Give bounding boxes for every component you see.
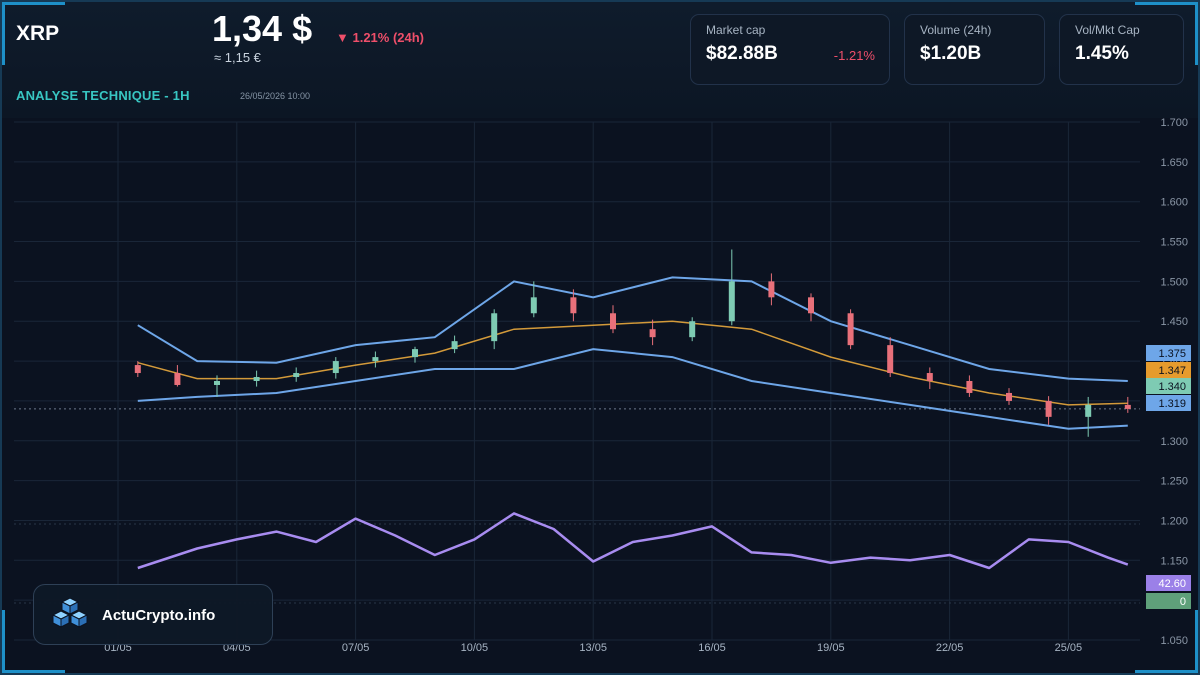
- y-tick-label: 1.600: [1160, 197, 1188, 209]
- price-eur: ≈ 1,15 €: [214, 50, 261, 65]
- market-cap-change: -1.21%: [833, 48, 875, 63]
- bollinger-bands: [137, 276, 1128, 430]
- market-cap-value: $82.88B: [706, 43, 778, 64]
- y-tick-label: 1.700: [1160, 117, 1188, 129]
- y-tick-label: 1.200: [1160, 515, 1188, 527]
- y-tick-label: 1.300: [1160, 436, 1188, 448]
- x-tick-label: 25/05: [1055, 642, 1083, 654]
- rsi-tag: [1146, 575, 1191, 591]
- candle-body: [372, 357, 379, 362]
- candle-body: [926, 373, 933, 381]
- brand-name: ActuCrypto.info: [102, 607, 216, 624]
- candle-body: [451, 341, 458, 350]
- price-tag: [1146, 362, 1191, 378]
- lower-band-line: [137, 348, 1128, 430]
- x-tick-label: 04/05: [223, 642, 251, 654]
- y-tick-label: 1.650: [1160, 157, 1188, 169]
- candle-body: [768, 281, 775, 298]
- candle-body: [412, 349, 418, 358]
- price-tag-label: 1.347: [1158, 365, 1186, 377]
- candle-body: [491, 313, 498, 342]
- vol-mkt-cap-card: Vol/Mkt Cap 1.45%: [1059, 14, 1184, 85]
- candle-body: [649, 329, 656, 338]
- vol-mkt-cap-label: Vol/Mkt Cap: [1075, 23, 1140, 37]
- rsi-panel: [14, 512, 1140, 604]
- volume-label: Volume (24h): [920, 23, 992, 37]
- vol-mkt-cap-value: 1.45%: [1075, 43, 1129, 64]
- chart-grid: [14, 121, 1140, 641]
- market-cap-card: Market cap $82.88B -1.21%: [690, 14, 890, 85]
- y-tick-label: 1.250: [1160, 476, 1188, 488]
- candle-body: [530, 297, 537, 314]
- analysis-title: ANALYSE TECHNIQUE - 1H: [16, 88, 190, 103]
- candle-body: [134, 365, 141, 374]
- frame-corner: [1135, 610, 1198, 673]
- candle-body: [847, 313, 854, 346]
- candle-body: [570, 297, 577, 314]
- rsi-line: [137, 512, 1129, 570]
- candle-body: [887, 345, 894, 374]
- market-cap-label: Market cap: [706, 23, 766, 37]
- y-tick-label: 1.500: [1160, 276, 1188, 288]
- candle-body: [689, 321, 696, 338]
- price-tags: 1.375 1.347 1.340 1.319 42.60 0: [1146, 345, 1191, 609]
- analysis-datetime: 26/05/2026 10:00: [240, 91, 311, 101]
- candle-body: [1045, 400, 1052, 417]
- candle-body: [174, 373, 181, 385]
- candle-body: [332, 361, 339, 374]
- candle-body: [1006, 392, 1012, 401]
- x-axis: 01/05 04/05 07/05 10/05 13/05 16/05 19/05 22/05…: [104, 642, 1082, 654]
- x-tick-label: 01/05: [104, 642, 132, 654]
- candle-body: [1124, 404, 1131, 409]
- brand-badge[interactable]: ActuCrypto.info: [33, 584, 273, 645]
- x-tick-label: 16/05: [698, 642, 726, 654]
- y-tick-label: 1.050: [1160, 635, 1188, 647]
- x-tick-label: 22/05: [936, 642, 964, 654]
- y-tick-label: 1.150: [1160, 555, 1188, 567]
- candle-body: [966, 381, 973, 393]
- y-tick-label: 1.550: [1160, 237, 1188, 249]
- price-tag: [1146, 345, 1191, 361]
- price-tag-label: 1.375: [1158, 348, 1186, 360]
- candle-body: [214, 381, 220, 385]
- rsi-tag-label: 0: [1180, 596, 1186, 608]
- frame-corner: [2, 610, 65, 673]
- candle-body: [728, 281, 735, 322]
- upper-band-line: [137, 276, 1128, 382]
- cubes-logo-icon: [51, 598, 89, 628]
- volume-card: Volume (24h) $1.20B: [904, 14, 1045, 85]
- candle-body: [610, 313, 616, 330]
- y-tick-label: 1.450: [1160, 316, 1188, 328]
- frame-corner: [1135, 2, 1198, 65]
- rsi-tag: [1146, 593, 1191, 609]
- price-change-24h: ▼ 1.21% (24h): [336, 30, 425, 45]
- coin-symbol: XRP: [16, 22, 60, 45]
- rsi-tag-label: 42.60: [1158, 578, 1186, 590]
- price-tag-label: 1.319: [1158, 398, 1186, 410]
- candle-body: [1085, 404, 1092, 417]
- price-tag: [1146, 395, 1191, 411]
- price-tag: [1146, 378, 1191, 394]
- x-tick-label: 10/05: [461, 642, 489, 654]
- current-price: 1,34 $: [212, 8, 313, 49]
- candle-body: [293, 373, 300, 378]
- x-tick-label: 07/05: [342, 642, 370, 654]
- moving-average-line: [137, 320, 1128, 406]
- x-tick-label: 19/05: [817, 642, 845, 654]
- candle-body: [808, 297, 814, 314]
- price-tag-label: 1.340: [1158, 381, 1186, 393]
- x-tick-label: 13/05: [579, 642, 607, 654]
- candlesticks: [134, 249, 1131, 437]
- volume-value: $1.20B: [920, 43, 982, 64]
- candle-body: [253, 377, 260, 381]
- frame-corner: [2, 2, 65, 65]
